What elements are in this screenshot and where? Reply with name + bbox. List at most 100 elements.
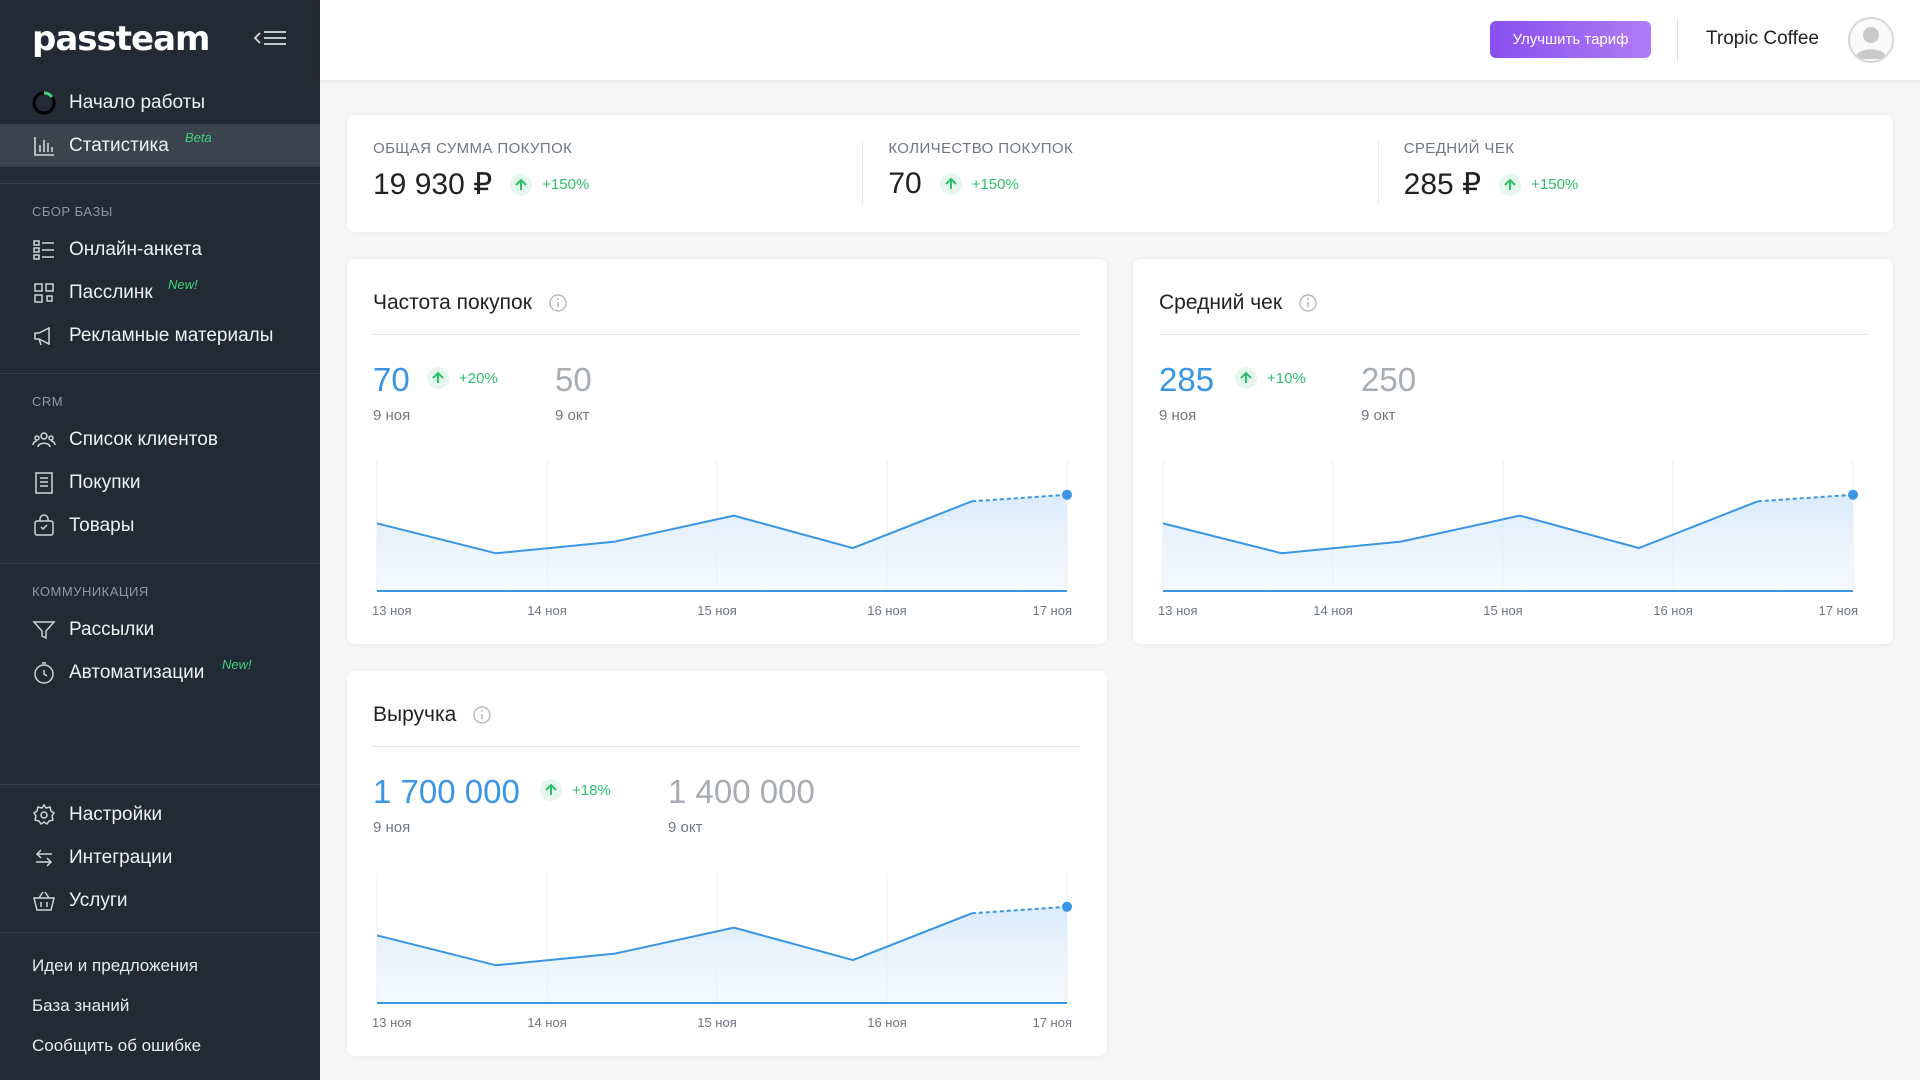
summary-change: +150% [971, 175, 1019, 193]
sidebar-item-label: Настройки [69, 803, 163, 825]
arrow-up-icon [510, 173, 533, 196]
knowledge-base-link[interactable]: База знаний [32, 996, 130, 1015]
series-line [376, 500, 973, 555]
summary-label: СРЕДНИЙ ЧЕК [1403, 140, 1515, 157]
card-title: Частота покупок [373, 291, 532, 314]
gear-icon [32, 803, 56, 827]
data-point [1062, 901, 1072, 912]
area-fill [377, 494, 1067, 591]
sidebar-item-statistics[interactable]: Статистика Beta [0, 124, 320, 167]
sidebar-item-passlink[interactable]: Пасслинк New! [0, 271, 320, 314]
top-header: Улучшить тариф Tropic Coffee [320, 0, 1920, 80]
forecast-line [971, 905, 1068, 915]
logo[interactable]: passteam [32, 19, 210, 59]
previous-date: 9 окт [668, 819, 703, 836]
x-tick-label: 15 ноя [697, 1015, 737, 1030]
divider [373, 746, 1081, 747]
line-chart: 13 ноя 14 ноя 15 ноя 16 ноя 17 ноя [372, 873, 1072, 1030]
sidebar-item-clients[interactable]: Список клиентов [0, 418, 320, 461]
sidebar-item-automations[interactable]: Автоматизации New! [0, 651, 320, 694]
report-bug-link[interactable]: Сообщить об ошибке [32, 1036, 202, 1055]
send-icon [32, 618, 56, 642]
sidebar-item-settings[interactable]: Настройки [0, 793, 320, 836]
previous-value: 50 [555, 361, 592, 398]
x-tick-label: 17 ноя [1032, 1015, 1072, 1030]
x-tick-label: 17 ноя [1818, 603, 1858, 618]
current-value: 1 700 000 [373, 773, 520, 810]
x-tick-label: 13 ноя [1158, 603, 1198, 618]
avatar[interactable] [1848, 17, 1894, 63]
receipt-icon [32, 471, 56, 495]
x-tick-label: 15 ноя [1483, 603, 1523, 618]
divider [0, 932, 320, 933]
purchase-frequency-card: Частота покупок 70 9 ноя +20% 50 9 окт 1… [347, 259, 1107, 644]
x-tick-label: 16 ноя [867, 1015, 907, 1030]
forecast-line [971, 493, 1068, 503]
info-icon[interactable] [472, 705, 492, 725]
sidebar-item-label: Рассылки [69, 618, 155, 640]
sidebar-item-ad-materials[interactable]: Рекламные материалы [0, 314, 320, 357]
summary-change: +150% [542, 176, 590, 193]
sidebar-item-label: Рекламные материалы [69, 324, 274, 346]
summary-change: +150% [1531, 176, 1579, 193]
sidebar-item-label: Начало работы [69, 91, 206, 113]
sidebar-item-purchases[interactable]: Покупки [0, 461, 320, 504]
arrow-up-icon [1499, 173, 1522, 196]
sidebar-item-integrations[interactable]: Интеграции [0, 836, 320, 879]
sidebar-item-label: Автоматизации [69, 661, 205, 683]
series-line [376, 912, 973, 967]
divider [0, 373, 320, 374]
summary-count: КОЛИЧЕСТВО ПОКУПОК 70 +150% [862, 115, 1377, 232]
info-icon[interactable] [1298, 293, 1318, 313]
data-point [1848, 489, 1858, 500]
summary-avg-check: СРЕДНИЙ ЧЕК 285 ₽ +150% [1377, 115, 1893, 232]
collapse-sidebar-button[interactable] [252, 24, 288, 54]
form-icon [32, 238, 56, 262]
summary-label: КОЛИЧЕСТВО ПОКУПОК [888, 140, 1074, 157]
ideas-link[interactable]: Идеи и предложения [32, 956, 198, 975]
sidebar-item-mailings[interactable]: Рассылки [0, 608, 320, 651]
series-line [1162, 500, 1759, 555]
divider [0, 563, 320, 564]
divider [373, 334, 1081, 335]
sidebar-item-label: Пасслинк [69, 281, 153, 303]
sidebar-item-label: Товары [69, 514, 135, 536]
sidebar: passteam Начало работы Статистика Beta С… [0, 0, 320, 1080]
arrow-up-icon [427, 367, 449, 389]
x-tick-label: 17 ноя [1032, 603, 1072, 618]
x-tick-label: 14 ноя [1313, 603, 1353, 618]
progress-ring-icon [32, 91, 56, 115]
new-badge: New! [168, 277, 198, 292]
arrow-up-icon [939, 173, 962, 195]
summary-value: 70 [888, 167, 922, 200]
x-tick-label: 13 ноя [372, 603, 412, 618]
sidebar-item-products[interactable]: Товары [0, 504, 320, 547]
sidebar-item-getting-started[interactable]: Начало работы [0, 81, 320, 124]
sidebar-item-label: Список клиентов [69, 428, 218, 450]
info-icon[interactable] [548, 293, 568, 313]
company-name[interactable]: Tropic Coffee [1706, 28, 1819, 49]
collapse-menu-icon [253, 31, 286, 45]
current-date: 9 ноя [1159, 407, 1197, 424]
x-tick-label: 14 ноя [527, 1015, 567, 1030]
data-point [1062, 489, 1072, 500]
arrow-up-icon [1235, 367, 1257, 389]
sidebar-item-services[interactable]: Услуги [0, 879, 320, 922]
x-tick-label: 14 ноя [527, 603, 567, 618]
summary-label: ОБЩАЯ СУММА ПОКУПОК [373, 140, 573, 157]
current-value: 70 [373, 361, 410, 398]
area-fill [377, 906, 1067, 1003]
current-value: 285 [1159, 361, 1215, 398]
upgrade-plan-button[interactable]: Улучшить тариф [1490, 21, 1651, 58]
bar-chart-icon [32, 134, 56, 158]
sidebar-item-label: Покупки [69, 471, 141, 493]
sidebar-item-label: Онлайн-анкета [69, 238, 202, 260]
x-tick-label: 16 ноя [1653, 603, 1693, 618]
line-chart: 13 ноя 14 ноя 15 ноя 16 ноя 17 ноя [1158, 461, 1858, 618]
logo-row: passteam [0, 0, 320, 78]
summary-value: 285 ₽ [1403, 168, 1482, 201]
current-date: 9 ноя [373, 819, 411, 836]
sidebar-item-label: Интеграции [69, 846, 173, 868]
card-title: Средний чек [1159, 291, 1283, 314]
sidebar-item-online-form[interactable]: Онлайн-анкета [0, 228, 320, 271]
